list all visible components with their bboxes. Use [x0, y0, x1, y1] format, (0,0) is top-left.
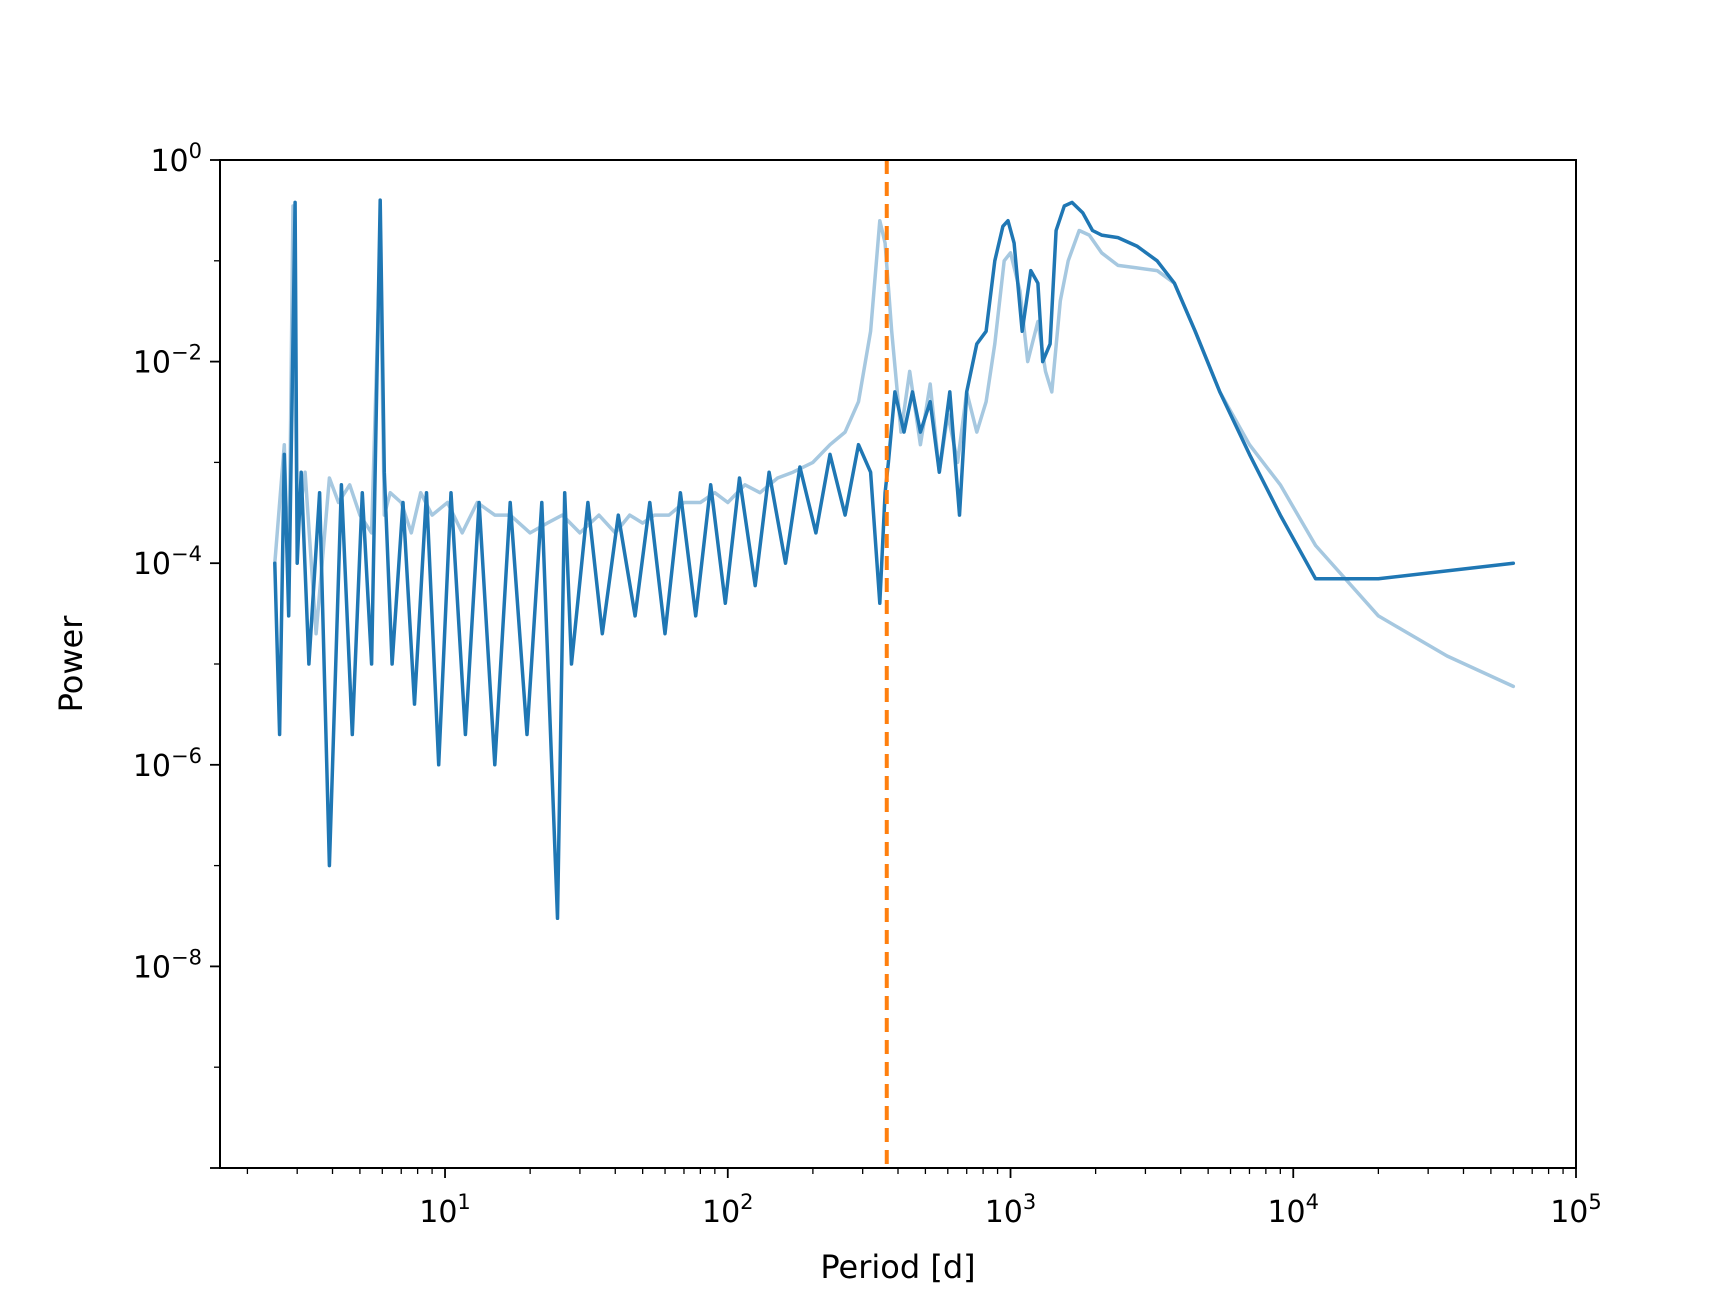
- y-tick-label: 10−4: [133, 542, 202, 582]
- x-tick-label: 103: [985, 1190, 1037, 1230]
- x-tick-label: 104: [1267, 1190, 1319, 1230]
- x-axis: 101 102 103 104 105: [246, 1168, 1602, 1230]
- y-axis: 100 10−2 10−4 10−6 10−8: [133, 139, 220, 1169]
- x-tick-label: 101: [419, 1190, 471, 1230]
- x-tick-label: 102: [702, 1190, 754, 1230]
- y-axis-label: Power: [52, 615, 90, 713]
- x-axis-label: Period [d]: [820, 1248, 975, 1286]
- series-line-2: [273, 198, 1516, 921]
- y-tick-label: 10−6: [133, 744, 202, 784]
- x-tick-label: 105: [1550, 1190, 1602, 1230]
- y-tick-label: 10−2: [133, 341, 202, 381]
- series-layer: [273, 198, 1516, 921]
- y-tick-label: 10−8: [133, 945, 202, 985]
- y-tick-label: 100: [150, 139, 202, 179]
- series-line-1: [273, 204, 1516, 689]
